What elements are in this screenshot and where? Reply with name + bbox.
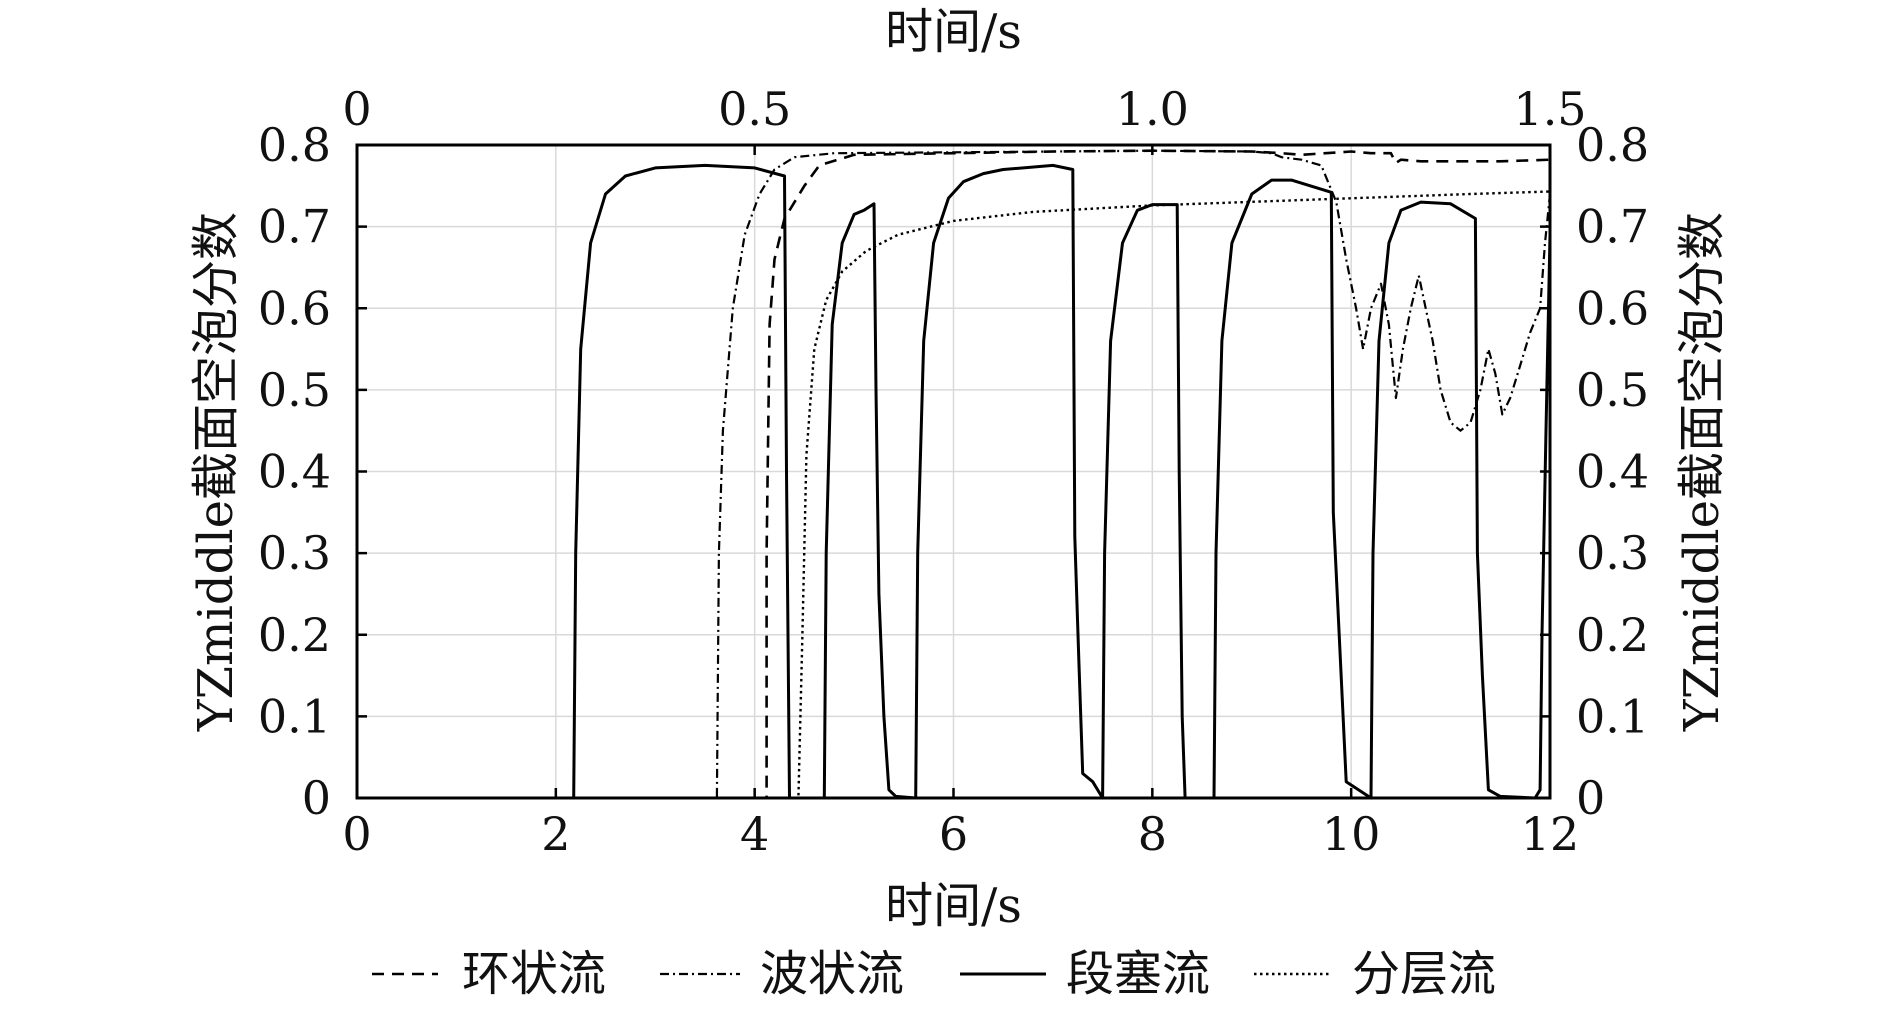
legend-label-1: 环状流 — [462, 946, 606, 1002]
series-line-2 — [357, 149, 1552, 800]
left-tick-label: 0.2 — [258, 608, 331, 662]
bottom-tick-label: 0 — [342, 807, 371, 861]
top-tick-label: 1.0 — [1116, 82, 1189, 136]
grid — [357, 145, 1550, 798]
right-tick-label: 0.3 — [1576, 526, 1649, 580]
left-tick-label: 0 — [302, 771, 331, 825]
bottom-axis-label: 时间/s — [885, 878, 1022, 934]
top-tick-label: 0.5 — [718, 82, 791, 136]
top-tick-label: 0 — [342, 82, 371, 136]
legend-label-4: 分层流 — [1352, 946, 1496, 1002]
legend-label-3: 段塞流 — [1066, 946, 1210, 1002]
bottom-tick-label: 8 — [1138, 807, 1167, 861]
right-tick-label: 0.5 — [1576, 363, 1649, 417]
top-tick-label: 1.5 — [1513, 82, 1586, 136]
bottom-tick-label: 12 — [1521, 807, 1580, 861]
right-tick-label: 0 — [1576, 771, 1605, 825]
bottom-tick-label: 6 — [939, 807, 968, 861]
right-tick-label: 0.4 — [1576, 445, 1649, 499]
left-tick-label: 0.5 — [258, 363, 331, 417]
left-tick-label: 0.4 — [258, 445, 331, 499]
left-tick-label: 0.6 — [258, 281, 331, 335]
axis-ticks: 0 2 4 6 8 10 120 0.5 1.0 1.500.10.20.30.40.50.60.… — [258, 82, 1649, 861]
legend: 环状流 波状流 段塞流 分层流 — [372, 946, 1496, 1002]
left-tick-label: 0.3 — [258, 526, 331, 580]
left-tick-label: 0.8 — [258, 118, 331, 172]
left-tick-label: 0.7 — [258, 200, 331, 254]
right-tick-label: 0.6 — [1576, 281, 1649, 335]
right-tick-label: 0.2 — [1576, 608, 1649, 662]
right-tick-label: 0.7 — [1576, 200, 1649, 254]
left-axis-label: YZmiddle截面空泡分数 — [188, 212, 244, 732]
right-tick-label: 0.8 — [1576, 118, 1649, 172]
top-axis-label: 时间/s — [885, 4, 1022, 60]
right-axis-label: YZmiddle截面空泡分数 — [1674, 212, 1730, 732]
legend-label-2: 波状流 — [760, 946, 904, 1002]
right-tick-label: 0.1 — [1576, 689, 1649, 743]
bottom-tick-label: 2 — [541, 807, 570, 861]
bottom-tick-label: 10 — [1322, 807, 1381, 861]
bottom-tick-label: 4 — [740, 807, 769, 861]
left-tick-label: 0.1 — [258, 689, 331, 743]
